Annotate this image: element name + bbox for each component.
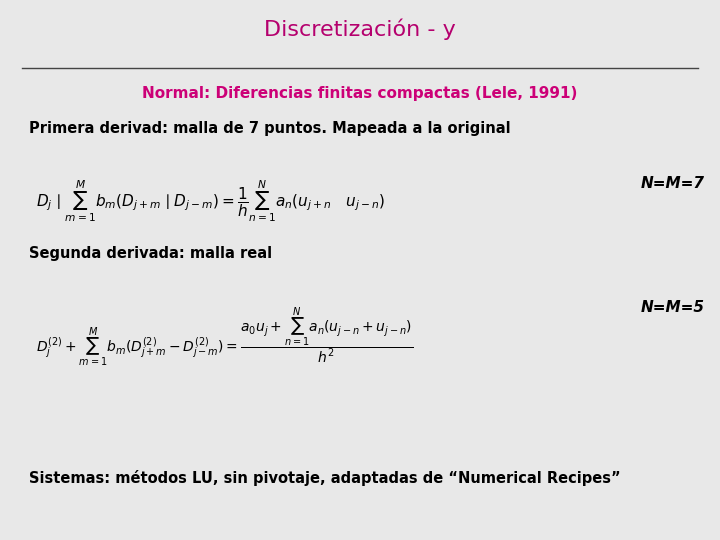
Text: Primera derivad: malla de 7 puntos. Mapeada a la original: Primera derivad: malla de 7 puntos. Mape… (29, 122, 510, 137)
Text: N=M=7: N=M=7 (641, 176, 705, 191)
Text: N=M=5: N=M=5 (641, 300, 705, 315)
Text: Discretización - y: Discretización - y (264, 19, 456, 40)
Text: Segunda derivada: malla real: Segunda derivada: malla real (29, 246, 272, 261)
Text: $D_j \mid \sum_{m=1}^{M} b_m(D_{j+m} \mid D_{j-m}) = \dfrac{1}{h} \sum_{n=1}^{N}: $D_j \mid \sum_{m=1}^{M} b_m(D_{j+m} \mi… (36, 178, 385, 224)
Text: Normal: Diferencias finitas compactas (Lele, 1991): Normal: Diferencias finitas compactas (L… (143, 86, 577, 102)
Text: Sistemas: métodos LU, sin pivotaje, adaptadas de “Numerical Recipes”: Sistemas: métodos LU, sin pivotaje, adap… (29, 470, 621, 486)
Text: $D_j^{(2)}+\sum_{m=1}^{M} b_m(D_{j+m}^{(2)} - D_{j-m}^{(2)}) = \dfrac{a_0 u_j + : $D_j^{(2)}+\sum_{m=1}^{M} b_m(D_{j+m}^{(… (36, 305, 413, 369)
